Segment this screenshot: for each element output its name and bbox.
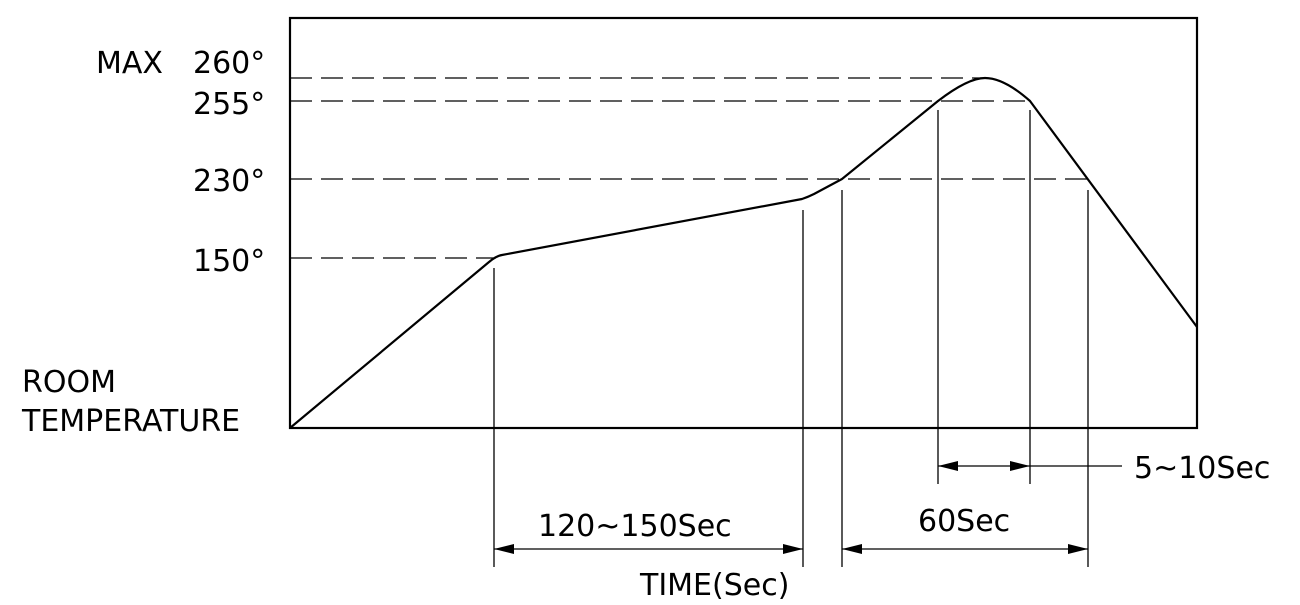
- profile-curve: [289, 76, 1198, 429]
- label-150: 150°: [193, 244, 265, 279]
- label-255: 255°: [193, 87, 265, 122]
- chart-frame: [288, 16, 1199, 430]
- label-preheat-duration: 120~150Sec: [538, 509, 732, 544]
- label-260: 260°: [193, 46, 265, 81]
- label-room: ROOM: [22, 365, 116, 400]
- label-peak-duration: 5~10Sec: [1134, 451, 1270, 486]
- label-230: 230°: [193, 164, 265, 199]
- label-time-axis: TIME(Sec): [639, 568, 789, 603]
- label-reflow-duration: 60Sec: [918, 504, 1010, 539]
- label-temperature: TEMPERATURE: [21, 404, 240, 439]
- label-max-prefix: MAX: [96, 46, 163, 81]
